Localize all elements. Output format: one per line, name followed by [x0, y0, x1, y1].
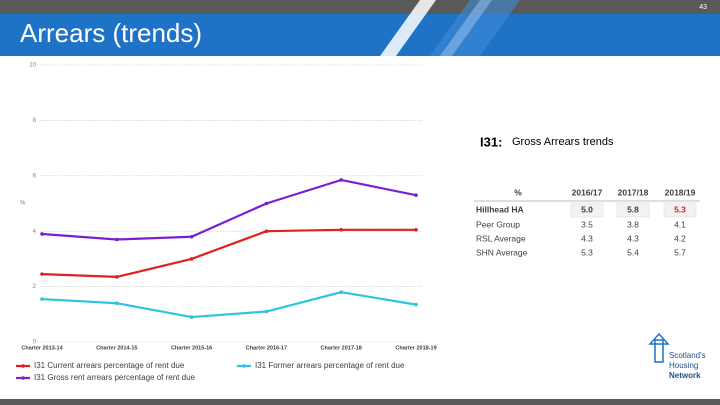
title-banner [0, 14, 720, 56]
y-tick-label: 10 [29, 63, 36, 69]
x-tick-label: Charter 2015-16 [171, 345, 212, 351]
data-point [339, 228, 344, 232]
highlight-box [616, 202, 650, 218]
slide-title: Arrears (trends) [20, 18, 202, 48]
table-code: I31: [480, 134, 502, 149]
banner-stripe [430, 0, 520, 56]
table-header: 2016/17 [572, 187, 603, 197]
legend-swatch-dot [21, 376, 25, 380]
data-point [40, 232, 44, 236]
table: % 2016/17 2017/18 2018/19 Hillhead HA 5.0 5.8 5… [476, 187, 697, 257]
data-point [40, 297, 44, 301]
x-tick-label: Charter 2017-18 [321, 345, 362, 351]
legend-swatch-dot [242, 364, 246, 368]
highlight-box [570, 202, 604, 218]
legend-label: I31 Current arrears percentage of rent d… [34, 361, 185, 370]
x-tick-label: Charter 2018-19 [395, 345, 436, 351]
table-title: Gross Arrears trends [512, 136, 614, 148]
table-cell: 3.5 [581, 219, 593, 229]
data-point [414, 228, 418, 232]
data-point [414, 193, 418, 197]
table-cell: 4.2 [674, 233, 686, 243]
logo-text: Housing [669, 361, 698, 370]
table-cell: 5.3 [581, 247, 593, 257]
y-tick-label: 2 [33, 284, 37, 290]
data-point [115, 275, 119, 279]
data-point [189, 315, 194, 319]
data-point [115, 237, 119, 242]
table-cell: 4.3 [627, 233, 639, 243]
legend-label: I31 Gross rent arrears percentage of ren… [34, 373, 196, 382]
logo-icon [654, 339, 664, 363]
data-point [40, 272, 44, 276]
y-axis-label: % [20, 201, 26, 207]
table-cell: 5.0 [581, 204, 593, 214]
logo: Scotland's Housing Network [648, 332, 706, 380]
logo-icon [648, 332, 670, 345]
table-cell: 5.4 [627, 247, 639, 257]
table-cell: 5.8 [627, 204, 639, 214]
y-tick-label: 8 [33, 118, 37, 124]
series-line [41, 228, 416, 279]
row-label: Hillhead HA [476, 204, 524, 214]
data-point [264, 309, 269, 314]
logo-text: Network [669, 371, 701, 380]
table-cell: 4.3 [581, 233, 593, 243]
table-cell: 5.7 [674, 247, 686, 257]
legend-label: I31 Former arrears percentage of rent du… [255, 361, 405, 370]
table-header: 2017/18 [618, 187, 649, 197]
logo-text: Scotland's [669, 351, 706, 360]
data-point [339, 290, 344, 294]
banner-stripe [380, 0, 436, 56]
row-label: Peer Group [476, 219, 520, 229]
x-tick-label: Charter 2013-14 [21, 345, 63, 351]
y-tick-label: 6 [33, 173, 37, 179]
data-point [339, 178, 344, 182]
top-strip [0, 0, 720, 14]
series-line [41, 291, 417, 319]
legend-swatch-dot [21, 364, 25, 368]
table-header: % [514, 187, 522, 197]
row-label: RSL Average [476, 233, 526, 243]
data-point [414, 302, 418, 307]
page-number: 43 [699, 4, 707, 11]
data-point [264, 229, 269, 233]
series-line [41, 178, 417, 241]
bottom-strip [0, 399, 720, 405]
y-tick-label: 4 [33, 229, 37, 235]
data-point [115, 301, 119, 306]
table-cell: 4.1 [674, 219, 686, 229]
data-point [189, 234, 194, 239]
highlight-box [663, 202, 697, 218]
data-point [189, 257, 194, 261]
table-cell: 5.3 [674, 204, 686, 214]
data-point [264, 201, 269, 206]
x-tick-label: Charter 2014-15 [96, 345, 137, 351]
line-chart: 0 2 4 6 8 10 Charter 2013-14 Charter 2014-15 Cha… [16, 63, 437, 382]
row-label: SHN Average [476, 247, 528, 257]
x-tick-label: Charter 2016-17 [246, 345, 287, 351]
table-cell: 3.8 [627, 219, 639, 229]
table-header: 2018/19 [665, 187, 696, 197]
y-tick-label: 0 [33, 340, 37, 346]
